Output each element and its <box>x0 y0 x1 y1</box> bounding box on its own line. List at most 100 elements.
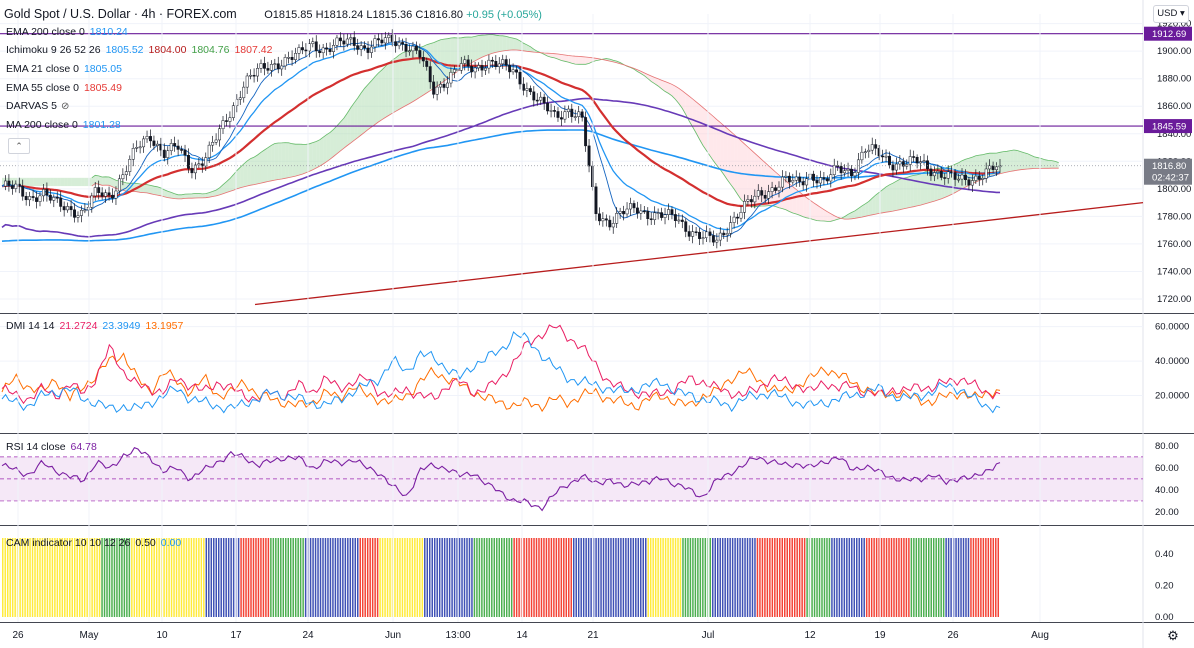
candle-body <box>736 216 740 219</box>
cam-bar <box>24 538 26 617</box>
candle <box>290 50 294 66</box>
indicator-label-4[interactable]: DARVAS 5 ⊘ <box>6 100 69 112</box>
candle <box>967 176 971 190</box>
cam-bar <box>637 538 640 617</box>
cam-bar <box>766 538 769 617</box>
candle-body <box>225 120 228 122</box>
indicator-value: 1804.76 <box>191 44 230 56</box>
cam-bar <box>923 538 925 617</box>
cam-bar <box>806 538 808 617</box>
candle-body <box>563 111 567 120</box>
cloud-segment <box>1041 158 1045 169</box>
candle <box>356 38 360 55</box>
indicator-label-2[interactable]: EMA 21 close 0 1805.05 <box>6 63 122 75</box>
candle-body <box>176 145 180 150</box>
candle <box>746 194 750 206</box>
candle <box>718 227 722 247</box>
candle-body <box>964 174 967 181</box>
settings-icon[interactable]: ⚙ <box>1167 628 1179 643</box>
candle <box>846 162 850 178</box>
candle-body <box>342 40 346 45</box>
candle-body <box>535 99 539 102</box>
cloud-segment <box>309 142 313 172</box>
indicator-value: 23.3949 <box>102 320 141 332</box>
candle-body <box>515 69 518 73</box>
cloud-segment <box>406 50 410 106</box>
cloud-segment <box>26 177 30 187</box>
candle <box>553 105 556 118</box>
cam-bar <box>456 538 458 617</box>
candle <box>497 57 501 74</box>
candle-body <box>490 59 494 62</box>
candle-body <box>307 43 311 52</box>
candle-body <box>28 196 32 201</box>
candle <box>563 105 567 123</box>
candle-body <box>218 128 222 141</box>
hidden-eye-icon[interactable]: ⊘ <box>60 101 70 112</box>
cam-bar <box>885 538 888 617</box>
candle-body <box>767 191 771 199</box>
indicator-label-cam[interactable]: CAM indicator 10 10 12 26 0.50 0.00 <box>6 537 181 549</box>
cloud-segment <box>60 177 65 187</box>
close-value: C1816.80 <box>415 9 464 21</box>
candle <box>435 81 439 101</box>
candle <box>629 197 632 216</box>
indicator-value: 0.50 <box>135 537 156 549</box>
cloud-segment <box>323 134 327 164</box>
cam-bar <box>260 538 262 617</box>
candle-body <box>756 190 760 197</box>
candle <box>490 56 494 68</box>
candle-body <box>221 120 225 130</box>
indicator-label-0[interactable]: EMA 200 close 0 1810.24 <box>6 26 128 38</box>
cloud-segment <box>516 38 520 51</box>
time-tick-label: Jun <box>385 630 401 641</box>
candle <box>656 208 660 220</box>
cam-bar <box>51 538 54 617</box>
cloud-segment <box>575 56 579 65</box>
dmi-tick-label: 20.0000 <box>1155 391 1189 402</box>
cam-bar <box>992 538 995 617</box>
cam-bar <box>838 538 841 617</box>
cloud-segment <box>671 84 676 100</box>
candle <box>549 103 553 118</box>
cloud-segment <box>734 134 738 195</box>
cloud-segment <box>875 192 880 215</box>
candle-body <box>953 172 957 180</box>
cloud-segment <box>112 178 116 189</box>
indicator-label-5[interactable]: MA 200 close 0 1801.28 <box>6 119 121 131</box>
time-tick-label: 13:00 <box>445 630 470 641</box>
currency-select[interactable]: USD ▾ <box>1153 5 1189 23</box>
cam-bar <box>324 538 327 617</box>
candle-body <box>960 174 964 180</box>
candle-body <box>743 201 746 213</box>
cloud-segment <box>240 164 244 188</box>
candle-body <box>280 65 284 70</box>
indicator-label-dmi[interactable]: DMI 14 14 21.2724 23.3949 13.1957 <box>6 320 183 332</box>
indicator-label-rsi[interactable]: RSI 14 close 64.78 <box>6 441 97 453</box>
candle-body <box>466 59 470 67</box>
level-price-tag-label: 1845.59 <box>1152 122 1186 133</box>
symbol-title[interactable]: Gold Spot / U.S. Dollar · 4h · FOREX.com <box>4 7 237 21</box>
indicator-label-1[interactable]: Ichimoku 9 26 52 26 1805.52 1804.00 1804.76… <box>6 44 272 56</box>
open-value: O1815.85 <box>264 9 313 21</box>
cam-bar <box>29 538 31 617</box>
candle-body <box>932 172 936 177</box>
candle <box>10 180 14 195</box>
time-tick-label: 12 <box>804 630 816 641</box>
candle-body <box>408 50 411 53</box>
candle-body <box>497 63 501 67</box>
time-tick-label: 10 <box>156 630 168 641</box>
candle <box>245 72 249 94</box>
candle-body <box>90 195 94 208</box>
candle-body <box>41 189 45 197</box>
candle <box>794 170 798 187</box>
indicator-label-3[interactable]: EMA 55 close 0 1805.49 <box>6 82 122 94</box>
cloud-segment <box>692 98 697 134</box>
cam-bar <box>257 538 260 617</box>
candle-body <box>173 143 177 147</box>
candle-body <box>300 47 304 51</box>
candle-body <box>777 186 781 191</box>
candle <box>604 214 608 227</box>
collapse-legend-button[interactable]: ⌃ <box>8 138 30 154</box>
